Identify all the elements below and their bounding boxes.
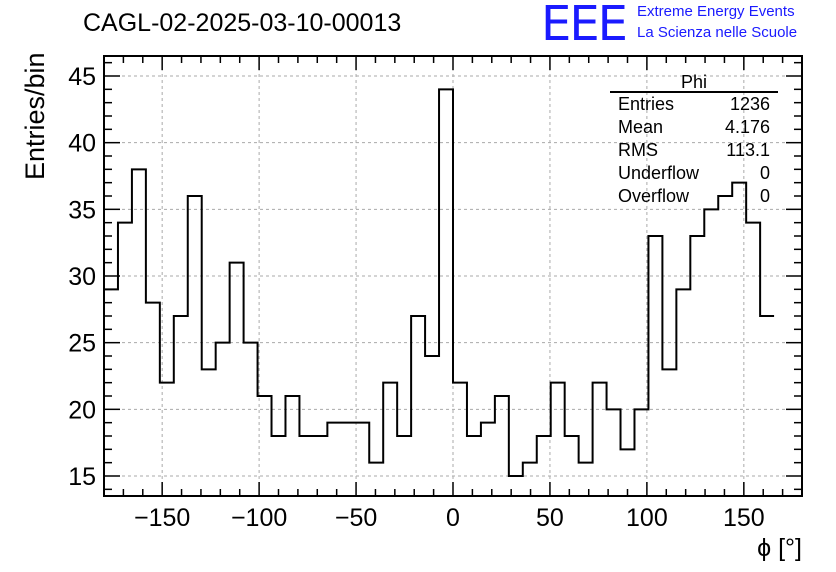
stats-value: 0 [760,163,770,183]
histogram-bin [118,223,132,496]
histogram-bin [718,196,732,496]
x-tick-label: 0 [446,504,460,532]
histogram-bin [676,289,690,496]
histogram-bin [299,436,313,496]
stats-value: 113.1 [726,140,770,160]
y-tick-label: 35 [68,196,96,224]
histogram-bin [285,396,299,496]
histogram-line [104,88,775,477]
y-axis-label: Entries/bin [20,52,50,180]
histogram-bin [202,369,216,496]
histogram-bin [579,463,593,496]
histogram-bin [425,356,439,496]
stats-value: 4.176 [725,117,770,137]
y-tick-label: 20 [68,396,96,424]
histogram-bin [439,89,453,496]
x-tick-label: 150 [723,504,765,532]
x-tick-label: −150 [134,504,190,532]
stats-value: 0 [760,186,770,206]
histogram-bin [369,463,383,496]
histogram-bin [662,369,676,496]
y-tick-label: 30 [68,263,96,291]
stats-label: RMS [618,140,658,160]
stats-label: Entries [618,94,674,114]
y-tick-label: 25 [68,330,96,358]
y-tick-label: 45 [68,63,96,91]
stats-label: Underflow [618,163,700,183]
histogram-bin [216,343,230,496]
stats-label: Overflow [618,186,690,206]
histogram-bin [397,436,411,496]
histogram-bin [341,423,355,496]
y-tick-label: 15 [68,463,96,491]
x-tick-label: 50 [536,504,564,532]
x-tick-label: 100 [626,504,668,532]
x-tick-label: −100 [231,504,287,532]
histogram-bin [607,409,621,496]
histogram-bin [104,289,118,496]
x-axis-label: ϕ [°] [757,534,802,562]
histogram-bin [495,396,509,496]
histogram-bin [704,209,718,496]
histogram-bin [146,303,160,496]
histogram-bin [313,436,327,496]
histogram-bin [648,236,662,496]
histogram-bin [593,383,607,496]
histogram-bin [481,423,495,496]
histogram-bin [690,236,704,496]
histogram-bin [551,383,565,496]
histogram-bin [132,169,146,496]
stats-label: Mean [618,117,663,137]
histogram-bin [174,316,188,496]
y-tick-label: 40 [68,130,96,158]
logo-line-2: La Scienza nelle Scuole [637,24,798,41]
histogram-bin [355,423,369,496]
histogram-bin [327,423,341,496]
histogram-bin [383,383,397,496]
histogram-bin [453,383,467,496]
histogram-bin [746,223,760,496]
histogram-bin [244,343,258,496]
histogram-bin [523,463,537,496]
eee-logo: EEE [541,0,628,52]
histogram-bin [230,263,244,496]
logo-line-1: Extreme Energy Events [637,3,795,20]
histogram-bin [565,436,579,496]
histogram-bin [272,436,286,496]
x-tick-label: −50 [335,504,377,532]
histogram-bin [188,196,202,496]
histogram-bin [537,436,551,496]
histogram-bin [258,396,272,496]
chart-title: CAGL-02-2025-03-10-00013 [83,9,402,37]
histogram-bin [467,436,481,496]
stats-title: Phi [681,72,707,92]
stats-value: 1236 [730,94,770,114]
